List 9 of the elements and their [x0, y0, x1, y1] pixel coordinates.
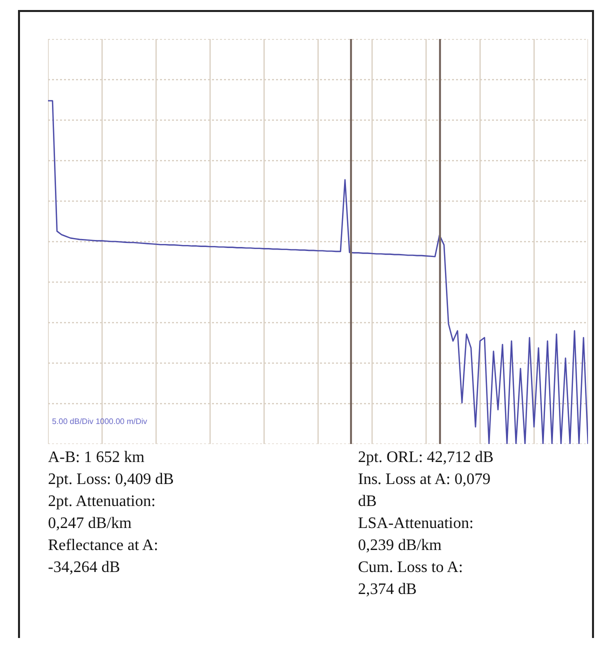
text: 2pt. ORL: 42,712 dB: [358, 448, 495, 468]
text: LSA-Attenuation: 0,239 dB/km: [358, 514, 475, 556]
text: Cum. Loss to A: 2,374 dB: [358, 558, 464, 600]
text: Reflectance at A: -34,264 dB: [48, 536, 160, 578]
text: A-B: 1 652 km: [48, 448, 146, 468]
text: 2pt. Attenuation: 0,247 dB/km: [48, 492, 157, 534]
text: 2pt. Loss: 0,409 dB: [48, 470, 175, 490]
annotation: 5.00 dB/Div 1000.00 m/Div: [52, 417, 148, 426]
text: Ins. Loss at A: 0,079 dB: [358, 470, 492, 512]
